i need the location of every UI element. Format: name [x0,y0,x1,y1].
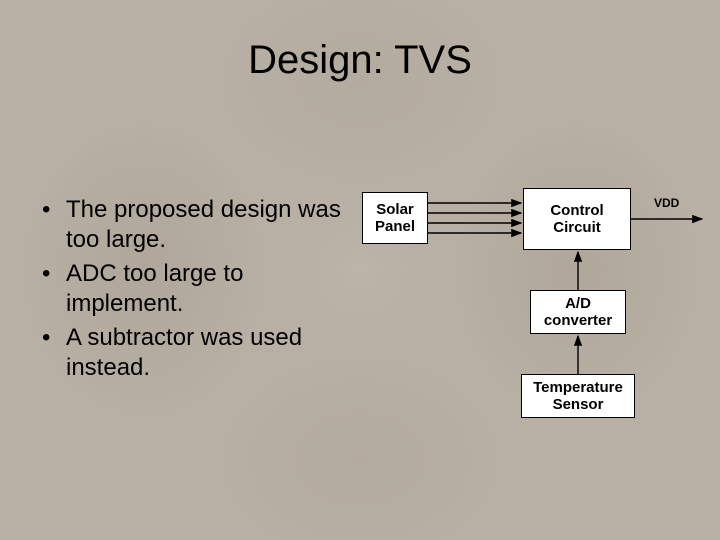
bullet-icon: • [42,195,66,255]
control-circuit-box: ControlCircuit [523,188,631,250]
adc-box: A/Dconverter [530,290,626,334]
bullet-icon: • [42,259,66,319]
bullet-list: • The proposed design was too large. • A… [42,195,352,387]
bullet-text: A subtractor was used instead. [66,323,352,383]
bullet-text: ADC too large to implement. [66,259,352,319]
bullet-icon: • [42,323,66,383]
list-item: • The proposed design was too large. [42,195,352,255]
bullet-text: The proposed design was too large. [66,195,352,255]
solar-panel-box: SolarPanel [362,192,428,244]
temperature-sensor-box: TemperatureSensor [521,374,635,418]
list-item: • A subtractor was used instead. [42,323,352,383]
page-title: Design: TVS [0,38,720,83]
list-item: • ADC too large to implement. [42,259,352,319]
vdd-label: VDD [654,196,679,210]
